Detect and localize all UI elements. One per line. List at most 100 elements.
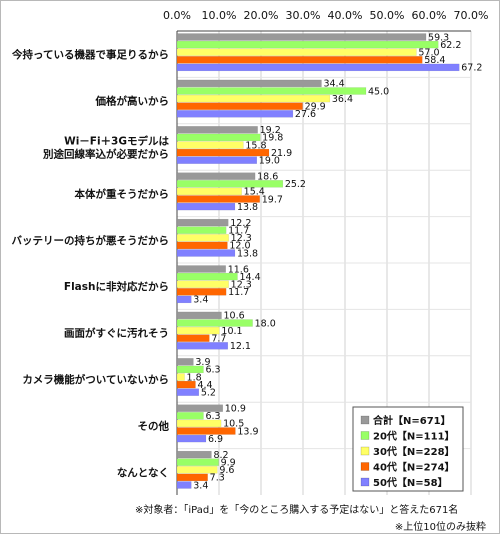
bar (176, 126, 258, 134)
bar (176, 358, 194, 366)
bar (176, 102, 303, 110)
data-label: 7.7 (211, 334, 226, 345)
footnote-top10: ※上位10位のみ抜粋 (394, 522, 486, 533)
category-label: 価格が高いから (95, 95, 170, 108)
data-label: 3.9 (195, 357, 210, 368)
legend-label: 50代【N=58】 (373, 476, 448, 489)
bar (176, 79, 322, 88)
bar (176, 365, 204, 374)
data-label: 19.0 (259, 156, 280, 167)
data-label: 18.0 (255, 318, 276, 329)
legend-label: 30代【N=228】 (373, 445, 455, 458)
data-label: 5.2 (201, 388, 216, 399)
bar (176, 458, 219, 466)
data-label: 34.4 (323, 79, 344, 90)
category-label: 別途回線率込が必要だから (42, 148, 169, 161)
data-label: 10.6 (224, 311, 245, 322)
bar (176, 110, 294, 118)
category-label: なんとなく (117, 467, 169, 479)
bar (176, 141, 244, 149)
x-tick-label: 40.0% (328, 9, 363, 22)
data-label: 12.3 (231, 280, 252, 291)
category-label: カメラ機能がついていないから (22, 373, 169, 386)
bar (176, 172, 256, 180)
bar (176, 373, 185, 381)
data-label: 8.2 (213, 450, 228, 461)
data-label: 7.3 (210, 473, 225, 484)
bar (176, 87, 367, 95)
data-label: 13.9 (237, 426, 258, 437)
legend-swatch (360, 431, 370, 440)
x-tick-label: 0.0% (163, 9, 191, 22)
data-label: 12.0 (229, 241, 250, 252)
bar (176, 94, 331, 103)
data-label: 10.5 (223, 419, 244, 430)
data-label: 4.4 (197, 380, 212, 391)
bar (176, 40, 439, 49)
data-label: 9.6 (219, 465, 234, 476)
legend-swatch (360, 462, 370, 471)
data-label: 27.6 (295, 109, 316, 120)
bar (176, 187, 242, 196)
x-tick-label: 30.0% (286, 9, 321, 22)
bar (176, 148, 270, 157)
data-label: 21.9 (271, 148, 292, 159)
legend-swatch (360, 477, 370, 487)
bar (176, 280, 229, 288)
bar (176, 388, 200, 396)
category-label: 今持っている機器で事足りるから (11, 48, 169, 61)
bar (176, 180, 284, 188)
category-label: 画面がすぐに汚れそう (64, 327, 169, 340)
data-label: 67.2 (461, 63, 482, 74)
data-label: 19.8 (262, 133, 283, 144)
data-label: 29.9 (305, 102, 326, 113)
bar (176, 33, 427, 41)
bar (176, 265, 226, 273)
bar (176, 319, 253, 327)
legend-swatch (360, 415, 370, 425)
data-label: 3.4 (193, 480, 208, 491)
data-label: 15.8 (245, 140, 266, 151)
data-label: 13.8 (237, 248, 258, 259)
x-tick-label: 50.0% (370, 9, 405, 22)
data-label: 62.2 (440, 40, 461, 51)
bar (176, 342, 229, 350)
bar (176, 466, 218, 474)
data-label: 10.9 (225, 404, 246, 415)
data-label: 6.3 (205, 411, 220, 422)
data-label: 57.0 (418, 48, 439, 59)
category-label: Flashに非対応だから (64, 280, 169, 293)
data-label: 1.8 (187, 372, 202, 383)
bar (176, 334, 210, 342)
data-label: 6.3 (205, 365, 220, 376)
bar (176, 326, 220, 335)
bar (176, 133, 261, 142)
bar (176, 412, 204, 420)
data-label: 10.1 (221, 326, 242, 337)
bar (176, 473, 208, 482)
category-label: Wi－Fi＋3Gモデルは (64, 135, 169, 148)
category-label: 本体が重そうだから (75, 187, 170, 200)
bar (176, 226, 227, 234)
data-label: 36.4 (332, 94, 353, 105)
bar (176, 295, 192, 304)
bar (176, 241, 228, 250)
legend-box (352, 406, 464, 492)
bar (176, 419, 222, 428)
bar (176, 195, 260, 203)
bar (176, 434, 207, 443)
category-label: その他 (138, 419, 170, 432)
x-tick-label: 20.0% (244, 9, 279, 22)
data-label: 19.2 (260, 125, 281, 136)
legend-swatch (360, 446, 370, 456)
bar (176, 218, 229, 227)
bar (176, 234, 229, 242)
x-tick-label: 10.0% (202, 9, 237, 22)
bar (176, 450, 212, 459)
data-label: 59.3 (428, 32, 449, 43)
data-label: 12.3 (231, 233, 252, 244)
bar (176, 63, 460, 72)
category-label: バッテリーの持ちが悪そうだから (12, 234, 170, 247)
